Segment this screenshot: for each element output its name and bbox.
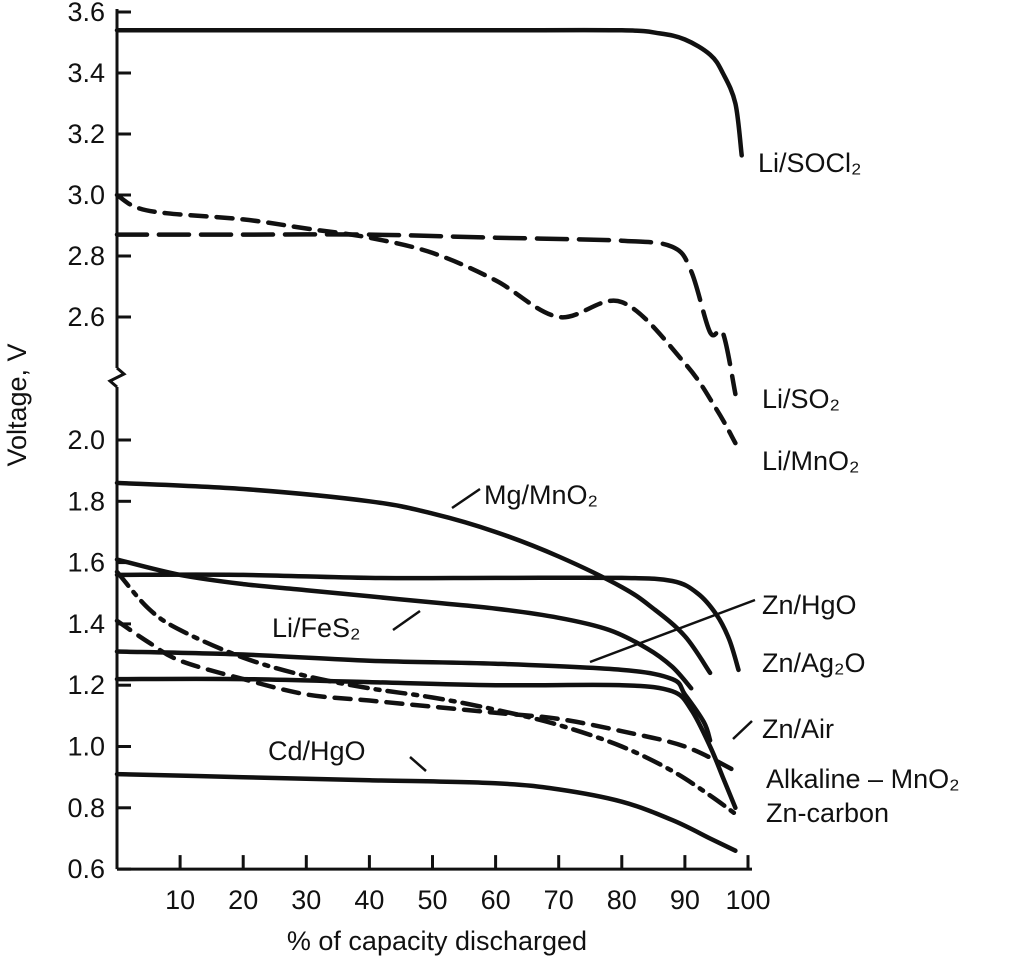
series-line-zn-air <box>114 676 738 811</box>
series-line-li-mno <box>114 192 738 446</box>
x-tick-label: 30 <box>291 885 321 915</box>
x-tick-label: 70 <box>544 885 574 915</box>
leader-mg-mno2 <box>451 487 481 510</box>
x-tick-label: 80 <box>607 885 637 915</box>
y-tick-label: 3.2 <box>67 119 105 149</box>
y-tick-label: 3.6 <box>67 0 105 27</box>
y-tick-label: 3.4 <box>67 58 105 88</box>
series-label-li-so: Li/SO₂ <box>762 384 840 414</box>
y-tick-label: 1.2 <box>67 670 105 700</box>
x-tick-label: 20 <box>228 885 258 915</box>
series-line-cd-hgo <box>114 771 738 853</box>
series-line-alkaline-mno <box>114 618 738 774</box>
x-tick-label: 60 <box>481 885 511 915</box>
x-axis-label: % of capacity discharged <box>287 926 587 956</box>
series-label-li-socl: Li/SOCl₂ <box>758 148 862 178</box>
series-line-mg-mno <box>114 480 713 676</box>
y-ticks: 0.6 0.8 1.0 1.2 1.4 1.6 1.8 2.0 2.6 2.8 3.0 3.2 3.4 3… <box>67 0 131 884</box>
series-line-li-fes <box>114 557 694 691</box>
x-ticks: 10 20 30 40 50 60 70 80 90 100 <box>165 855 771 915</box>
series-label-cd-hgo: Cd/HgO <box>268 736 366 766</box>
y-tick-label: 1.0 <box>67 732 105 762</box>
series-label-alkaline-mno: Alkaline – MnO₂ <box>766 764 960 794</box>
series-labels: Li/SOCl₂ Li/SO₂ Li/MnO₂ Mg/MnO₂ Zn/HgO Zn/Ag₂… <box>268 148 960 828</box>
series-label-li-mno: Li/MnO₂ <box>762 446 860 476</box>
leader-cd-hgo <box>409 756 427 772</box>
axes <box>107 9 752 871</box>
y-tick-label: 2.8 <box>67 241 105 271</box>
series-curves <box>114 27 744 853</box>
leader-li-fes2 <box>392 609 421 632</box>
series-label-li-fes: Li/FeS₂ <box>272 613 361 643</box>
series-label-zn-hgo: Zn/HgO <box>762 590 857 620</box>
y-tick-label: 1.6 <box>67 548 105 578</box>
series-label-zn-air: Zn/Air <box>762 714 834 744</box>
y-axis-label: Voltage, V <box>2 343 32 466</box>
x-tick-label: 90 <box>670 885 700 915</box>
leader-lines <box>392 487 756 772</box>
x-tick-label: 40 <box>354 885 384 915</box>
x-tick-label: 50 <box>417 885 447 915</box>
leader-zn-hgo <box>589 598 756 664</box>
series-line-zn-ag-o <box>114 572 741 673</box>
y-tick-label: 0.6 <box>67 854 105 884</box>
y-tick-label: 0.8 <box>67 793 105 823</box>
series-label-mg-mno: Mg/MnO₂ <box>484 480 598 510</box>
y-tick-label: 1.8 <box>67 486 105 516</box>
series-line-li-so <box>114 232 738 397</box>
x-tick-label: 100 <box>725 885 770 915</box>
series-label-zn-carbon: Zn-carbon <box>766 798 889 828</box>
series-line-li-socl <box>114 27 744 158</box>
series-line-zn-carbon <box>114 569 738 817</box>
leader-zn-air <box>732 720 753 740</box>
y-axis-break <box>107 366 127 389</box>
y-tick-label: 3.0 <box>67 180 105 210</box>
series-line-zn-hgo <box>114 649 713 743</box>
y-tick-label: 1.4 <box>67 609 105 639</box>
y-tick-label: 2.6 <box>67 302 105 332</box>
y-tick-label: 2.0 <box>67 425 105 455</box>
series-label-zn-ag-o: Zn/Ag₂O <box>762 648 866 678</box>
x-tick-label: 10 <box>165 885 195 915</box>
